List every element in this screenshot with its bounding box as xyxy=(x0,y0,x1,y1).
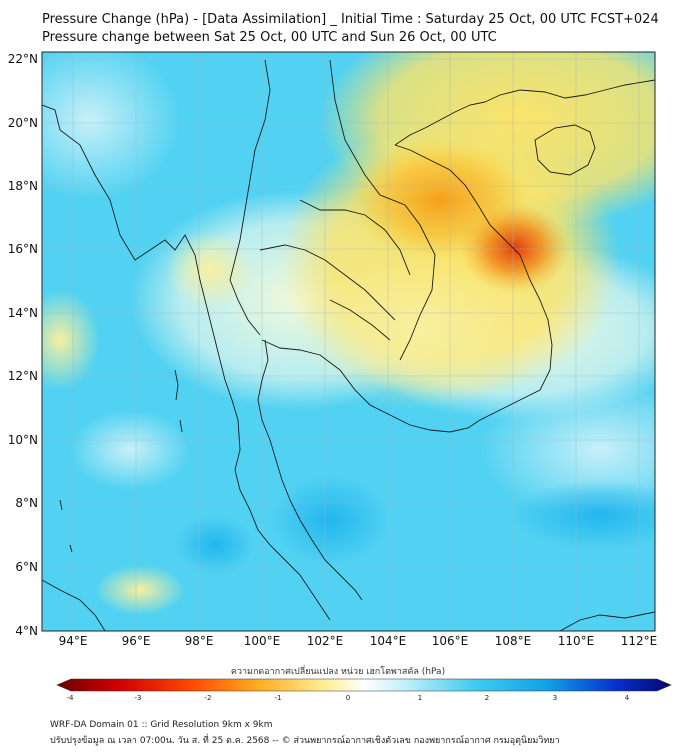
map-title: Pressure Change (hPa) - [Data Assimilati… xyxy=(42,12,659,27)
lon-label: 106°E xyxy=(432,634,469,648)
footer-model-info: WRF-DA Domain 01 :: Grid Resolution 9km … xyxy=(50,720,273,730)
lat-label: 20°N xyxy=(8,116,38,130)
lat-label: 10°N xyxy=(8,433,38,447)
graticule xyxy=(42,52,655,631)
map-frame xyxy=(41,51,656,632)
colorbar-tick: 3 xyxy=(553,694,557,702)
lat-label: 8°N xyxy=(15,496,38,510)
colorbar-tick: -2 xyxy=(205,694,212,702)
lat-label: 4°N xyxy=(15,624,38,638)
footer-credits: ปรับปรุงข้อมูล ณ เวลา 07:00น. วัน ส. ที่… xyxy=(50,736,560,746)
colorbar-tick: 2 xyxy=(485,694,489,702)
lon-label: 94°E xyxy=(59,634,88,648)
lon-label: 98°E xyxy=(185,634,214,648)
colorbar-tick: -4 xyxy=(67,694,75,702)
pressure-change-map: 22°N 20°N 18°N 16°N 14°N 12°N 10°N 8°N 6… xyxy=(8,51,658,648)
colorbar-title: ความกดอากาศเปลี่ยนแปลง หน่วย เฮกโตพาสคัล… xyxy=(230,667,446,677)
lon-label: 112°E xyxy=(621,634,658,648)
colorbar-tick: -1 xyxy=(275,694,282,702)
colorbar-ticks: -4 -3 -2 -1 0 1 2 3 4 xyxy=(67,694,630,702)
lon-label: 102°E xyxy=(307,634,344,648)
coastlines xyxy=(42,59,655,631)
lon-label: 96°E xyxy=(122,634,151,648)
latitude-axis: 22°N 20°N 18°N 16°N 14°N 12°N 10°N 8°N 6… xyxy=(8,52,38,638)
colorbar-tick: 1 xyxy=(418,694,422,702)
lon-label: 108°E xyxy=(495,634,532,648)
lon-label: 100°E xyxy=(244,634,281,648)
lat-label: 22°N xyxy=(8,52,38,66)
lat-label: 12°N xyxy=(8,369,38,383)
colorbar-tick: -3 xyxy=(135,694,142,702)
longitude-axis: 94°E 96°E 98°E 100°E 102°E 104°E 106°E 1… xyxy=(59,634,658,648)
lat-label: 6°N xyxy=(15,560,38,574)
map-subtitle: Pressure change between Sat 25 Oct, 00 U… xyxy=(42,30,497,45)
lon-label: 110°E xyxy=(558,634,595,648)
colorbar: -4 -3 -2 -1 0 1 2 3 4 xyxy=(56,678,672,702)
colorbar-bar xyxy=(56,678,672,692)
colorbar-tick: 0 xyxy=(346,694,350,702)
lon-label: 104°E xyxy=(370,634,407,648)
pressure-field xyxy=(42,52,655,631)
lat-label: 14°N xyxy=(8,306,38,320)
colorbar-tick: 4 xyxy=(625,694,630,702)
lat-label: 16°N xyxy=(8,242,38,256)
lat-label: 18°N xyxy=(8,179,38,193)
